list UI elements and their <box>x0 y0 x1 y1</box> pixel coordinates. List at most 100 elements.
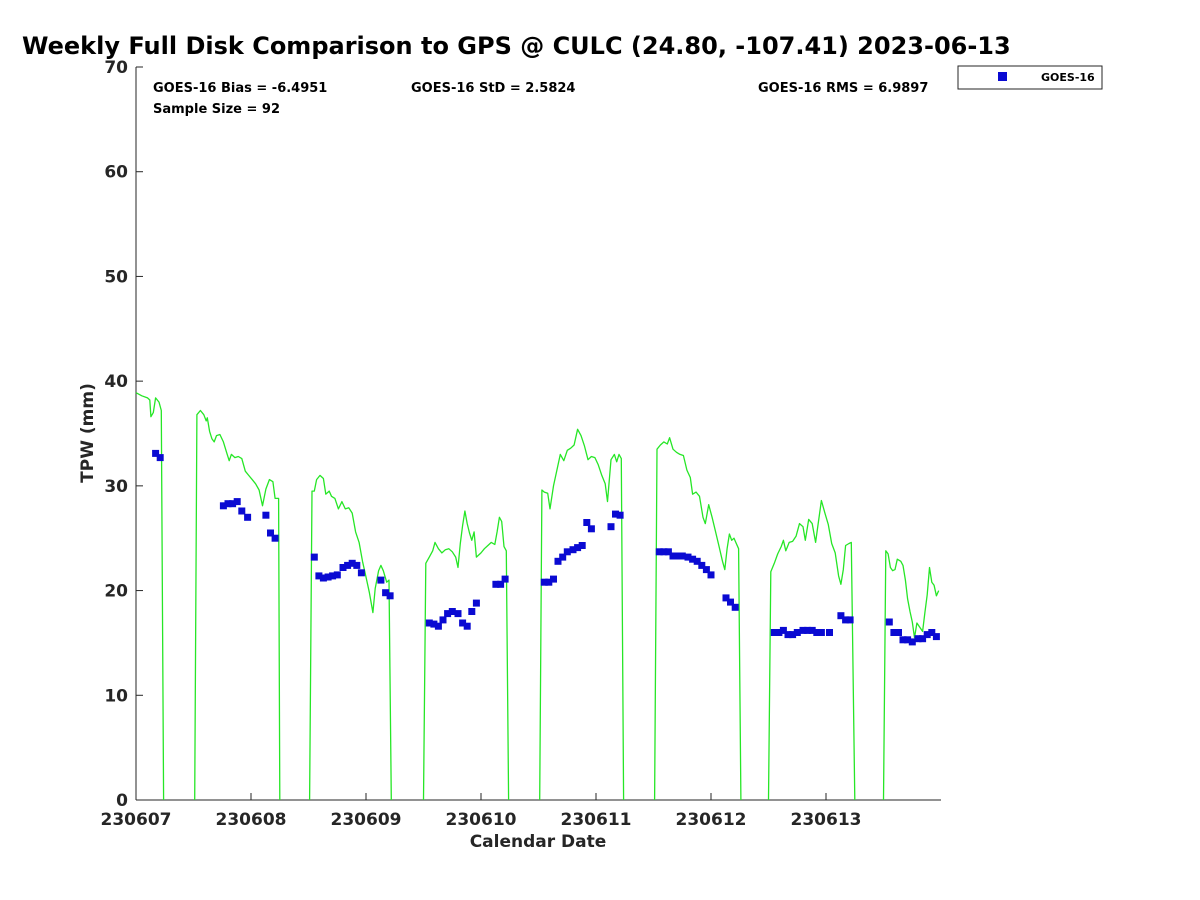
goes16-point <box>693 557 701 565</box>
goes16-point <box>448 608 456 615</box>
sample-size-text: Sample Size = 92 <box>153 102 280 117</box>
legend-box <box>957 65 1103 90</box>
goes16-point <box>492 580 500 588</box>
goes16-point <box>333 571 341 579</box>
y-axis-label: TPW (mm) <box>78 383 98 483</box>
x-tick-label: 230611 <box>561 810 632 830</box>
goes16-point <box>468 608 476 615</box>
goes16-point <box>574 544 582 552</box>
x-tick-label: 230613 <box>791 810 862 830</box>
y-axis-ticks: 0 10 20 30 40 50 60 70 <box>104 58 143 811</box>
goes16-bias-text: GOES-16 Bias = -6.4951 <box>153 81 327 96</box>
legend: GOES-16 <box>957 65 1103 90</box>
gps-series <box>135 392 940 801</box>
goes16-series <box>152 449 940 646</box>
goes16-point <box>698 561 706 569</box>
goes16-point <box>587 525 595 533</box>
goes16-point <box>454 610 462 618</box>
goes16-point <box>813 629 821 636</box>
goes16-point <box>669 552 677 560</box>
y-tick-label: 40 <box>104 372 128 392</box>
y-tick-label: 20 <box>104 582 128 602</box>
goes16-point <box>156 454 164 462</box>
goes16-point <box>655 548 663 556</box>
gps-line-segment <box>767 499 856 801</box>
goes16-point <box>578 542 586 549</box>
goes16-point <box>919 635 927 643</box>
chart-title: Weekly Full Disk Comparison to GPS @ CUL… <box>22 32 1011 60</box>
goes16-point <box>607 523 615 531</box>
goes16-point <box>664 548 672 556</box>
goes16-point <box>563 548 571 556</box>
goes16-point <box>386 592 394 600</box>
goes16-point <box>324 573 332 581</box>
goes16-point <box>545 578 553 586</box>
goes16-point <box>267 529 274 537</box>
goes16-point <box>377 576 385 584</box>
goes16-point <box>689 555 697 563</box>
gps-line-segment <box>194 409 281 801</box>
goes16-point <box>899 636 907 644</box>
goes16-point <box>271 534 279 542</box>
goes16-point <box>233 498 241 506</box>
goes16-point <box>262 511 270 519</box>
goes16-point <box>353 561 361 569</box>
legend-goes16-label: GOES-16 <box>1041 71 1095 84</box>
goes16-point <box>817 629 825 636</box>
goes16-point <box>846 616 854 624</box>
goes16-point <box>310 553 318 561</box>
goes16-point <box>804 626 812 634</box>
x-axis-ticks: 230607 230608 230609 230610 230611 230612 2306… <box>101 793 862 830</box>
goes16-point <box>799 626 807 634</box>
x-tick-label: 230612 <box>676 810 747 830</box>
goes16-point <box>344 561 352 569</box>
goes16-point <box>434 622 442 630</box>
goes16-point <box>430 620 438 628</box>
goes16-point <box>329 572 337 580</box>
goes16-point <box>238 507 246 515</box>
goes16-point <box>540 578 548 586</box>
goes16-point <box>382 589 390 597</box>
goes16-point <box>775 629 783 636</box>
goes16-point <box>497 580 505 588</box>
goes16-point <box>244 513 252 521</box>
goes16-std-text: GOES-16 StD = 2.5824 <box>411 81 575 96</box>
goes16-point <box>357 569 365 577</box>
goes16-point <box>779 626 787 634</box>
goes16-point <box>707 571 715 579</box>
goes16-point <box>224 500 232 508</box>
goes16-point <box>923 631 931 639</box>
goes16-point <box>229 500 237 508</box>
y-tick-label: 50 <box>104 267 128 287</box>
goes16-point <box>444 610 452 618</box>
goes16-point <box>908 638 916 646</box>
goes16-point <box>895 629 902 636</box>
goes16-point <box>793 629 801 636</box>
goes16-point <box>684 553 692 561</box>
goes16-point <box>842 616 850 624</box>
gps-line-segment <box>422 510 510 801</box>
goes16-point <box>727 598 734 606</box>
goes16-point <box>348 559 356 567</box>
y-tick-label: 10 <box>104 686 128 706</box>
goes16-point <box>583 519 591 526</box>
goes16-point <box>612 510 619 518</box>
goes16-point <box>702 566 710 574</box>
goes16-point <box>784 631 792 639</box>
goes16-point <box>678 552 686 560</box>
goes16-point <box>569 546 577 554</box>
x-tick-label: 230610 <box>446 810 517 830</box>
goes16-rms-text: GOES-16 RMS = 6.9897 <box>758 81 928 96</box>
goes16-point <box>315 572 323 580</box>
goes16-point <box>914 635 922 643</box>
gps-line-segment <box>135 392 165 801</box>
goes16-point <box>904 636 912 644</box>
x-tick-label: 230608 <box>216 810 287 830</box>
goes16-point <box>826 629 833 636</box>
y-tick-label: 0 <box>116 791 128 811</box>
gps-line-segment <box>882 550 940 801</box>
x-tick-label: 230609 <box>331 810 402 830</box>
goes16-point <box>550 575 557 583</box>
